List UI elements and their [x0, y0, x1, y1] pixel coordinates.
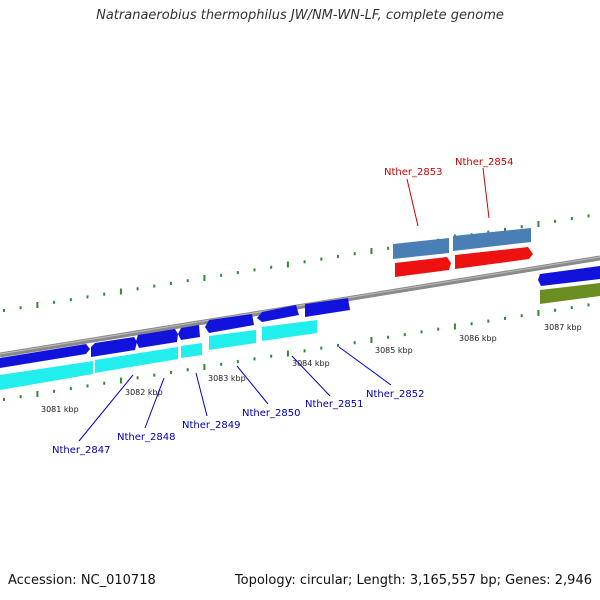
- leader-line: [236, 365, 269, 405]
- genome-backbone-highlight: [0, 256, 600, 355]
- cds-arrow[interactable]: [538, 266, 600, 286]
- scale-label: 3086 kbp: [459, 334, 497, 343]
- cds-arrow[interactable]: [91, 337, 137, 357]
- leader-line: [338, 346, 392, 386]
- gene-label[interactable]: Nther_2854: [455, 157, 513, 168]
- scale-label: 3083 kbp: [208, 374, 246, 383]
- cds-arrow[interactable]: [178, 325, 200, 340]
- cds-arrow[interactable]: [136, 329, 178, 348]
- leader-line: [78, 374, 134, 442]
- gene-label[interactable]: Nther_2853: [384, 167, 442, 178]
- scale-label: 3084 kbp: [292, 359, 330, 368]
- gene-label[interactable]: Nther_2850: [242, 408, 300, 419]
- cyan-feature[interactable]: [262, 320, 317, 341]
- genome-backbone: [0, 255, 600, 358]
- cyan-feature[interactable]: [0, 361, 93, 390]
- gene-label[interactable]: Nther_2849: [182, 420, 240, 431]
- scale-labels: 3081 kbp 3082 kbp 3083 kbp 3084 kbp 3085…: [41, 323, 582, 414]
- cds-arrow[interactable]: [305, 298, 350, 317]
- cyan-feature[interactable]: [209, 330, 256, 350]
- scale-label: 3085 kbp: [375, 346, 413, 355]
- gene-rna-bar[interactable]: [393, 238, 449, 259]
- scale-label: 3081 kbp: [41, 405, 79, 414]
- leader-lines: [78, 167, 490, 442]
- gene-label[interactable]: Nther_2848: [117, 432, 175, 443]
- forward-cds-group: [0, 266, 600, 368]
- leader-line: [195, 372, 208, 417]
- genome-summary-text: Topology: circular; Length: 3,165,557 bp…: [234, 573, 592, 588]
- scale-label: 3087 kbp: [544, 323, 582, 332]
- cds-arrow[interactable]: [0, 344, 90, 368]
- genome-title: Natranaerobius thermophilus JW/NM-WN-LF,…: [96, 8, 504, 23]
- cds-red-arrow[interactable]: [395, 257, 451, 277]
- leader-line: [291, 355, 331, 397]
- gene-rna-bar[interactable]: [453, 228, 531, 251]
- gene-labels: Nther_2847 Nther_2848 Nther_2849 Nther_2…: [52, 157, 513, 456]
- gene-label[interactable]: Nther_2847: [52, 445, 110, 456]
- upper-gene-group: [393, 228, 533, 277]
- accession-text: Accession: NC_010718: [8, 573, 156, 588]
- scale-label: 3082 kbp: [125, 388, 163, 397]
- green-feature[interactable]: [540, 283, 600, 304]
- cyan-feature-group: [0, 320, 317, 390]
- cds-arrow[interactable]: [205, 314, 254, 333]
- gene-label[interactable]: Nther_2851: [305, 399, 363, 410]
- cds-red-arrow[interactable]: [455, 247, 533, 269]
- cyan-feature[interactable]: [95, 347, 178, 373]
- cds-arrow[interactable]: [257, 305, 299, 322]
- cyan-feature[interactable]: [181, 343, 202, 358]
- gene-label[interactable]: Nther_2852: [366, 389, 424, 400]
- leader-line: [406, 178, 419, 227]
- leader-line: [144, 377, 165, 429]
- leader-line: [482, 167, 490, 219]
- tick-rows: [3, 214, 590, 401]
